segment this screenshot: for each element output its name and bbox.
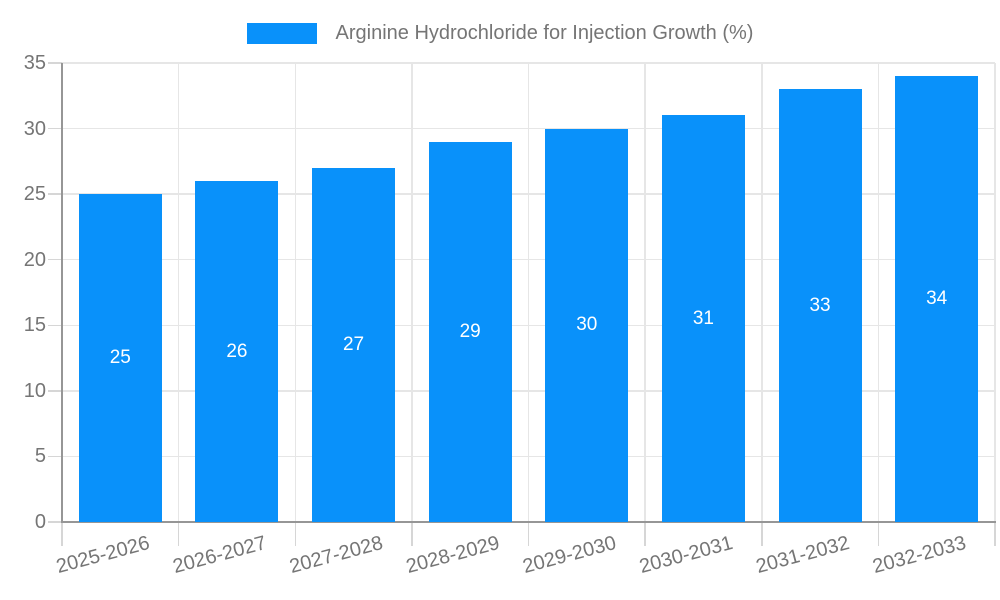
v-gridline <box>761 63 763 522</box>
y-axis-label: 5 <box>34 445 46 468</box>
v-gridline <box>527 63 530 522</box>
y-axis-tick <box>48 127 62 130</box>
bar-value-label: 26 <box>226 340 248 362</box>
y-axis-label: 10 <box>23 379 46 402</box>
y-axis-tick <box>48 258 62 261</box>
legend-label: Arginine Hydrochloride for Injection Gro… <box>335 21 754 44</box>
x-axis-tick <box>994 522 996 546</box>
bar-value-label: 25 <box>109 347 131 369</box>
x-axis-tick <box>644 522 646 546</box>
x-axis-tick <box>61 522 63 546</box>
v-gridline <box>877 63 880 522</box>
bar-value-label: 27 <box>342 333 365 355</box>
bar[interactable] <box>428 141 512 522</box>
v-gridline <box>994 63 996 522</box>
y-axis-label: 35 <box>23 52 46 74</box>
y-axis-label: 25 <box>23 183 46 206</box>
x-axis-tick <box>294 522 296 546</box>
y-axis-label: 15 <box>23 314 46 337</box>
legend-swatch <box>246 22 317 44</box>
bar-value-label: 34 <box>926 288 948 310</box>
y-axis-tick <box>48 193 62 195</box>
x-axis-tick <box>527 522 530 546</box>
bar[interactable] <box>195 181 279 522</box>
y-axis-label: 20 <box>23 248 46 271</box>
legend[interactable]: Arginine Hydrochloride for Injection Gro… <box>0 20 1000 46</box>
bar-value-label: 30 <box>576 314 598 336</box>
bar[interactable] <box>78 194 162 522</box>
bar[interactable] <box>661 115 745 522</box>
v-gridline <box>177 63 180 522</box>
y-axis-line <box>61 63 63 522</box>
bar[interactable] <box>312 167 396 522</box>
bar[interactable] <box>778 89 862 522</box>
v-gridline <box>644 63 646 522</box>
bar-value-label: 29 <box>459 320 481 342</box>
bar-value-label: 31 <box>692 307 714 329</box>
y-axis-tick <box>48 521 62 523</box>
y-axis-tick <box>48 62 62 64</box>
y-axis-tick <box>48 390 62 392</box>
v-gridline <box>411 63 413 522</box>
x-axis-line <box>61 521 996 523</box>
x-axis-tick <box>177 522 180 546</box>
y-axis-label: 30 <box>23 117 46 140</box>
bar-value-label: 33 <box>809 294 831 316</box>
bar[interactable] <box>895 76 979 522</box>
y-axis-tick <box>48 324 62 327</box>
y-axis-label: 0 <box>34 511 46 533</box>
x-axis-tick <box>761 522 763 546</box>
v-gridline <box>294 63 296 522</box>
x-axis-tick <box>411 522 413 546</box>
bar[interactable] <box>545 128 629 522</box>
y-axis-tick <box>48 455 62 458</box>
x-axis-tick <box>877 522 880 546</box>
